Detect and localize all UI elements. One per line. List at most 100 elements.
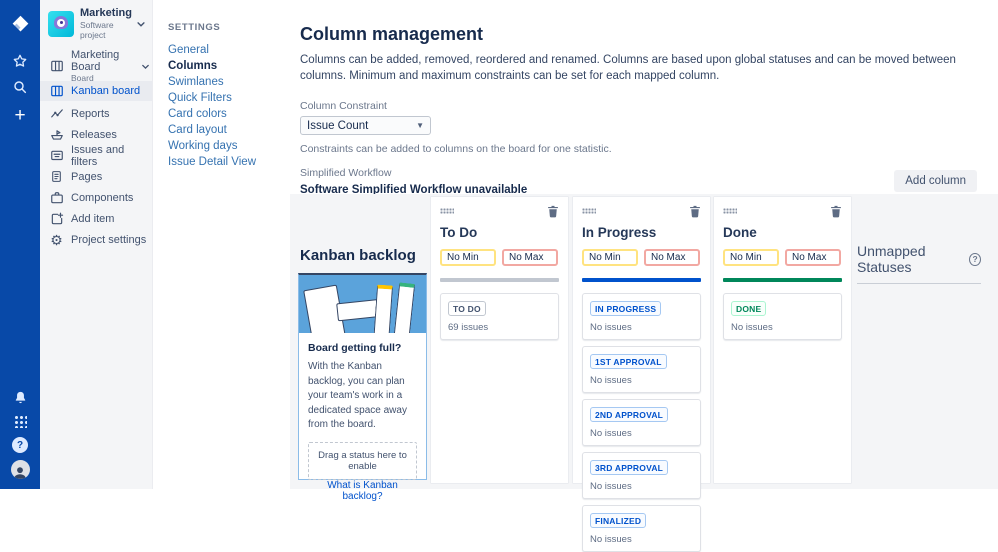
issue-count: No issues [590, 428, 632, 439]
project-name: Marketing [80, 7, 132, 19]
delete-column-icon[interactable] [547, 205, 559, 218]
sidebar-item-components[interactable]: Components [40, 187, 152, 208]
sidebar-item-reports[interactable]: Reports [40, 103, 152, 124]
backlog-drop-zone[interactable]: Drag a status here to enable [308, 441, 417, 480]
unmapped-divider [857, 283, 981, 284]
settings-item-swimlanes[interactable]: Swimlanes [168, 76, 224, 88]
search-icon[interactable] [8, 75, 32, 99]
max-constraint-input[interactable] [785, 249, 841, 266]
issue-count: No issues [590, 481, 632, 492]
max-constraint-input[interactable] [502, 249, 558, 266]
issue-count: No issues [590, 375, 632, 386]
status-card-3rd-approval[interactable]: 3RD APPROVAL No issues [582, 452, 701, 499]
what-is-kanban-backlog-link[interactable]: What is Kanban backlog? [327, 479, 398, 502]
max-constraint-input[interactable] [644, 249, 700, 266]
unmapped-help-icon[interactable]: ? [969, 252, 981, 266]
settings-item-issue-detail-view[interactable]: Issue Detail View [168, 156, 256, 168]
kanban-backlog-section: Kanban backlog Board getting full? With … [298, 194, 427, 502]
status-card-done[interactable]: DONE No issues [723, 293, 842, 340]
status-lozenge: IN PROGRESS [590, 301, 662, 316]
create-plus-icon[interactable]: + [14, 104, 26, 126]
select-caret-icon: ▼ [416, 121, 424, 131]
issue-count: 69 issues [448, 322, 489, 333]
add-column-button[interactable]: Add column [894, 170, 977, 192]
status-card-1st-approval[interactable]: 1ST APPROVAL No issues [582, 346, 701, 393]
board-type: Board [71, 73, 94, 83]
column-to-do: To Do TO DO 69 issues [431, 197, 568, 483]
settings-item-quick-filters[interactable]: Quick Filters [168, 92, 232, 104]
sidebar-item-label: Releases [71, 128, 117, 141]
delete-column-icon[interactable] [830, 205, 842, 218]
pages-doc-icon [49, 169, 64, 184]
selected-constraint: Issue Count [307, 119, 369, 132]
column-in-progress: In Progress IN PROGRESS No issues 1ST AP… [573, 197, 710, 552]
sidebar-item-add-item[interactable]: Add item [40, 208, 152, 229]
column-name: Done [723, 225, 757, 240]
min-constraint-input[interactable] [723, 249, 779, 266]
app-switcher-icon[interactable] [8, 409, 32, 433]
status-card-finalized[interactable]: FINALIZED No issues [582, 505, 701, 552]
settings-item-general[interactable]: General [168, 44, 209, 56]
issues-filter-icon [49, 148, 64, 163]
status-card-2nd-approval[interactable]: 2ND APPROVAL No issues [582, 399, 701, 446]
star-icon[interactable] [8, 49, 32, 73]
column-constraint-label: Column Constraint [300, 100, 387, 113]
drag-handle-icon[interactable] [582, 208, 596, 214]
sidebar-item-issues-and-filters[interactable]: Issues and filters [40, 144, 152, 168]
main-content: Column management Columns can be added, … [300, 0, 998, 214]
issue-count: No issues [590, 322, 632, 333]
status-lozenge: 2ND APPROVAL [590, 407, 669, 422]
kanban-backlog-card: Board getting full? With the Kanban back… [298, 273, 427, 502]
sidebar-item-project-settings[interactable]: ⚙ Project settings [40, 229, 152, 250]
unmapped-statuses-section: Unmapped Statuses ? [857, 243, 981, 284]
backlog-card-title: Board getting full? [308, 342, 402, 354]
workflow-status: Software Simplified Workflow unavailable [300, 184, 528, 197]
column-constraint-select[interactable]: Issue Count ▼ [300, 116, 431, 136]
chevron-down-icon [142, 64, 149, 69]
global-nav-rail: + ? [0, 0, 40, 489]
jira-logo-icon[interactable] [8, 12, 32, 36]
notifications-bell-icon[interactable] [8, 385, 32, 409]
delete-column-icon[interactable] [689, 205, 701, 218]
drag-handle-icon[interactable] [723, 208, 737, 214]
column-name: In Progress [582, 225, 657, 240]
kanban-board-icon [49, 84, 64, 99]
help-icon[interactable]: ? [8, 433, 32, 457]
reports-chart-icon [49, 106, 64, 121]
sidebar-item-label: Pages [71, 170, 103, 183]
issue-count: No issues [731, 322, 773, 333]
sidebar-item-pages[interactable]: Pages [40, 166, 152, 187]
min-constraint-input[interactable] [582, 249, 638, 266]
sidebar-item-kanban-board[interactable]: Kanban board [40, 81, 152, 101]
issue-count: No issues [590, 534, 632, 545]
column-name: To Do [440, 225, 478, 240]
backlog-illustration [299, 275, 426, 333]
kanban-backlog-title: Kanban backlog [300, 247, 416, 264]
status-lozenge: TO DO [448, 301, 486, 316]
category-color-bar [723, 278, 842, 282]
sidebar-item-label: Components [71, 191, 134, 204]
settings-nav: SETTINGS General Columns Swimlanes Quick… [154, 0, 300, 489]
unmapped-statuses-title: Unmapped Statuses [857, 243, 926, 275]
status-card-to-do[interactable]: TO DO 69 issues [440, 293, 559, 340]
board-name: Marketing Board [71, 49, 120, 73]
settings-heading: SETTINGS [168, 22, 221, 33]
status-lozenge: 1ST APPROVAL [590, 354, 667, 369]
settings-item-card-colors[interactable]: Card colors [168, 108, 227, 120]
drag-handle-icon[interactable] [440, 208, 454, 214]
sidebar-item-marketing-board[interactable]: Marketing Board Board [40, 49, 152, 83]
profile-avatar[interactable] [8, 457, 32, 481]
sidebar-item-label: Kanban board [71, 85, 141, 97]
chevron-down-icon [137, 21, 145, 27]
simplified-workflow-label: Simplified Workflow [300, 167, 392, 180]
settings-item-card-layout[interactable]: Card layout [168, 124, 227, 136]
settings-item-columns[interactable]: Columns [168, 60, 218, 72]
status-card-in-progress[interactable]: IN PROGRESS No issues [582, 293, 701, 340]
min-constraint-input[interactable] [440, 249, 496, 266]
add-item-icon [49, 211, 64, 226]
project-switcher[interactable]: Marketing Software project [40, 0, 152, 47]
releases-ship-icon [49, 127, 64, 142]
settings-item-working-days[interactable]: Working days [168, 140, 238, 152]
sidebar-item-releases[interactable]: Releases [40, 124, 152, 145]
status-lozenge: FINALIZED [590, 513, 647, 528]
